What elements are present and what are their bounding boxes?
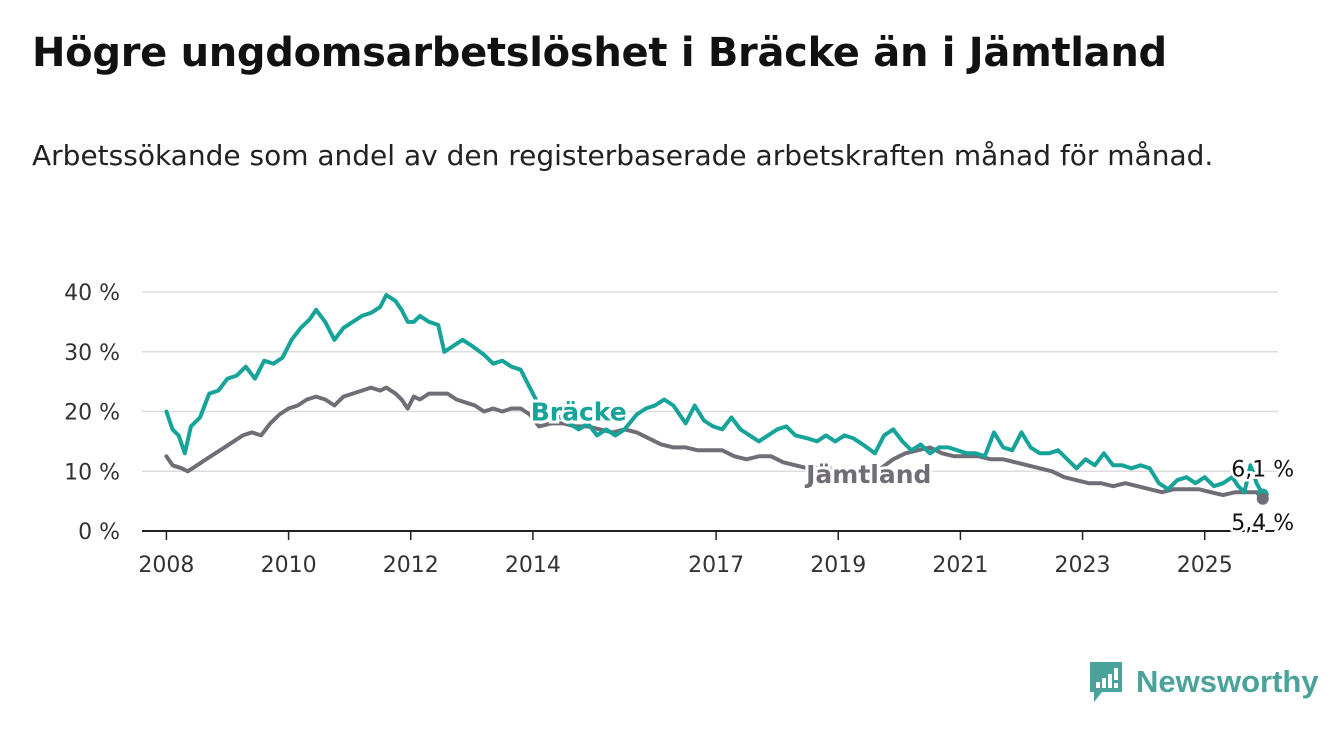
x-tick-label: 2008 [138,553,194,578]
end-point-marker [1256,492,1269,505]
end-value-label: 6,1 % [1231,458,1294,483]
chart-title: Högre ungdomsarbetslöshet i Bräcke än i … [32,30,1167,76]
x-tick-label: 2010 [261,553,317,578]
end-value-label: 5,4 % [1231,511,1294,536]
x-tick-label: 2019 [810,553,866,578]
brand-name: Newsworthy [1136,664,1319,699]
brand-logo: Newsworthy [1088,660,1319,704]
series-line-jamtland [164,385,1265,501]
y-tick-label: 20 % [64,401,120,426]
x-tick-label: 2021 [932,553,988,578]
y-tick-label: 10 % [64,460,120,485]
y-tick-label: 30 % [64,341,120,366]
series-label: Bräcke [531,398,627,427]
y-tick-label: 40 % [64,281,120,306]
series-line-bracke [164,293,1265,497]
x-tick-label: 2025 [1177,553,1233,578]
series-label: Jämtland [804,460,931,489]
chart-subtitle: Arbetssökande som andel av den registerb… [32,139,1214,172]
x-tick-label: 2023 [1055,553,1111,578]
x-tick-label: 2014 [505,553,561,578]
chart-bubble-icon [1090,662,1122,702]
y-tick-label: 0 % [78,520,120,545]
x-tick-label: 2017 [688,553,744,578]
x-tick-label: 2012 [383,553,439,578]
